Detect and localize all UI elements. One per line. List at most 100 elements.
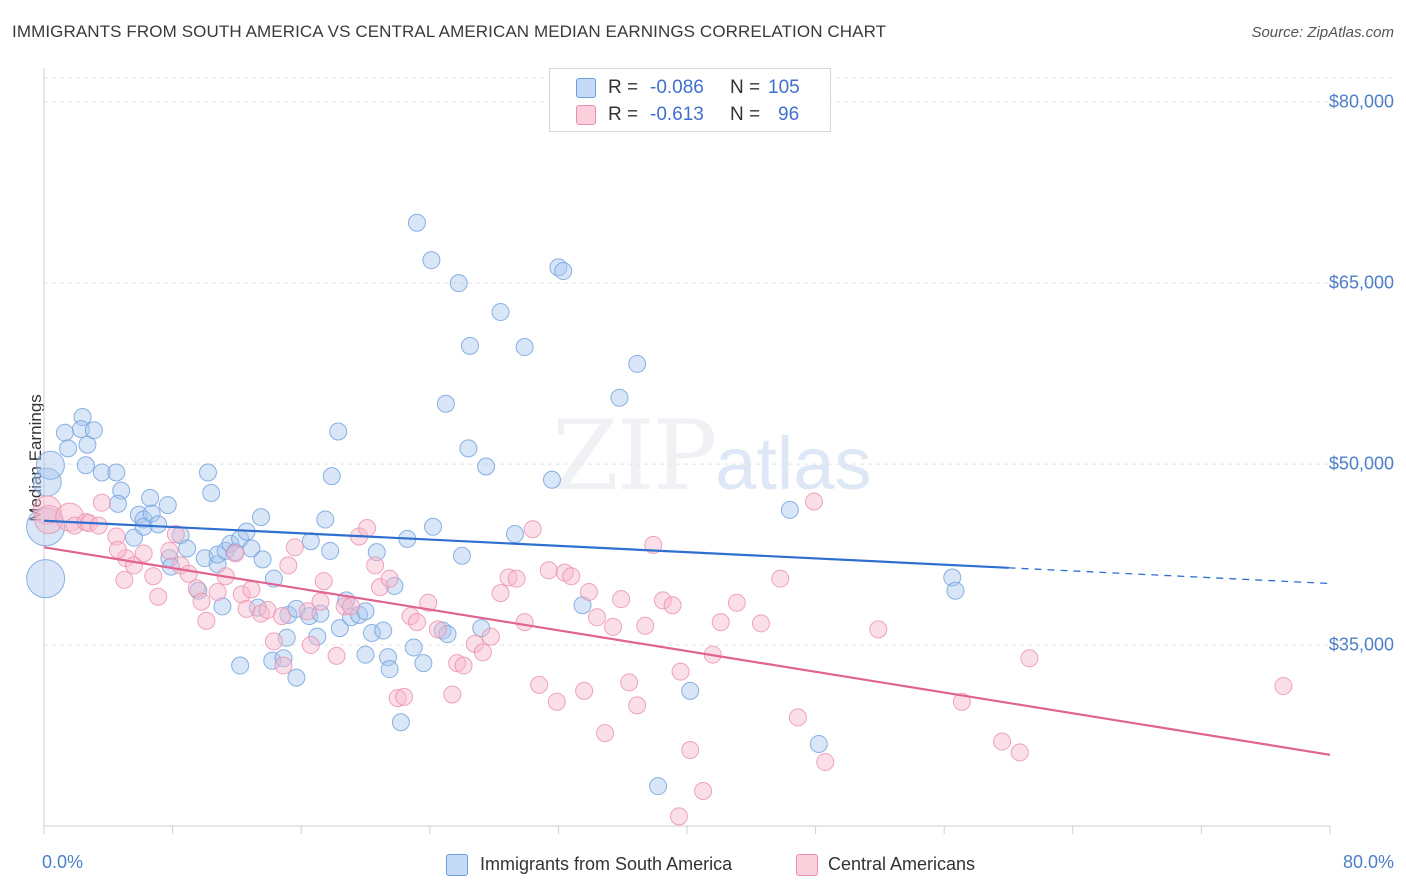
point-south-america (26, 559, 66, 599)
point-south-america (76, 456, 95, 475)
point-central-americans (443, 685, 462, 704)
point-south-america (356, 645, 375, 664)
point-central-americans (481, 627, 500, 646)
point-south-america (178, 539, 197, 558)
point-central-americans (539, 561, 558, 580)
point-central-americans (681, 740, 700, 759)
legend-n-label: N = (730, 104, 761, 125)
point-central-americans (192, 592, 211, 611)
point-south-america (380, 660, 399, 679)
point-south-america (71, 420, 90, 439)
point-central-americans (380, 569, 399, 588)
point-central-americans (301, 636, 320, 655)
legend-row-central-americans: R = -0.613 N = 96 (550, 102, 830, 128)
chart-source: Source: ZipAtlas.com (1251, 24, 1394, 41)
point-central-americans (242, 580, 261, 599)
legend-swatch-blue (446, 854, 468, 876)
point-central-americans (358, 519, 377, 538)
point-central-americans (311, 592, 330, 611)
watermark-zip: ZIP (552, 400, 717, 512)
point-south-america (55, 423, 74, 442)
legend-n-value: 105 (768, 77, 800, 98)
legend-r-label: R = (608, 104, 639, 125)
point-south-america (221, 534, 240, 553)
point-central-americans (232, 585, 251, 604)
point-central-americans (751, 614, 770, 633)
point-south-america (329, 422, 348, 441)
point-central-americans (523, 520, 542, 539)
point-central-americans (226, 544, 245, 563)
legend-label: Immigrants from South America (480, 854, 733, 874)
y-tick-label: $80,000 (1328, 91, 1394, 112)
point-central-americans (620, 673, 639, 692)
chart-title: IMMIGRANTS FROM SOUTH AMERICA VS CENTRAL… (12, 22, 887, 41)
point-south-america (649, 777, 668, 796)
point-central-americans (149, 587, 168, 606)
point-central-americans (264, 632, 283, 651)
point-central-americans (491, 584, 510, 603)
axes (43, 68, 1331, 834)
point-central-americans (579, 582, 598, 601)
point-south-america (112, 481, 131, 500)
point-south-america (330, 619, 349, 638)
point-south-america (274, 649, 293, 668)
point-central-americans (869, 620, 888, 639)
point-south-america (263, 651, 282, 670)
y-tick-label: $65,000 (1328, 272, 1394, 293)
trend-line-south-america (43, 519, 1009, 569)
point-central-americans (1020, 649, 1039, 668)
point-central-americans (314, 572, 333, 591)
point-south-america (407, 213, 426, 232)
point-south-america (356, 602, 375, 621)
point-central-americans (628, 696, 647, 715)
point-south-america (460, 336, 479, 355)
point-south-america (391, 713, 410, 732)
point-south-america (424, 517, 443, 536)
point-south-america (252, 508, 271, 527)
grid-lines (44, 77, 1394, 646)
legend-row-south-america: R = -0.086 N = 105 (550, 75, 830, 101)
point-south-america (414, 654, 433, 673)
point-south-america (158, 496, 177, 515)
point-central-americans (407, 613, 426, 632)
legend-n-label: N = (730, 77, 761, 98)
point-central-americans (804, 492, 823, 511)
point-south-america (321, 541, 340, 560)
legend-r-value: -0.613 (650, 104, 704, 125)
point-central-americans (671, 662, 690, 681)
point-south-america (542, 470, 561, 489)
point-central-americans (1010, 743, 1029, 762)
point-south-america (231, 656, 250, 675)
legend-label: Central Americans (828, 854, 976, 874)
point-central-americans (32, 495, 62, 525)
legend-swatch-pink (576, 105, 596, 125)
point-south-america (84, 421, 103, 440)
point-central-americans (279, 556, 298, 575)
point-central-americans (515, 613, 534, 632)
point-central-americans (596, 724, 615, 743)
point-central-americans (237, 599, 256, 618)
point-south-america (141, 488, 160, 507)
point-south-america (316, 510, 335, 529)
point-south-america (477, 457, 496, 476)
point-south-america (253, 550, 272, 569)
point-central-americans (34, 505, 64, 535)
point-south-america (436, 394, 455, 413)
zipatlas-watermark: ZIPatlas (552, 400, 872, 512)
point-south-america (367, 543, 386, 562)
point-south-america (491, 303, 510, 322)
point-south-america (452, 546, 471, 565)
point-central-americans (108, 540, 127, 559)
trend-lines (43, 519, 1331, 756)
point-south-america (35, 450, 65, 480)
point-south-america (422, 251, 441, 270)
trend-line-central-americans (43, 546, 1331, 756)
point-central-americans (507, 569, 526, 588)
point-south-america (129, 505, 148, 524)
x-tick-label-min: 0.0% (42, 852, 84, 872)
point-south-america (198, 463, 217, 482)
point-central-americans (562, 567, 581, 586)
point-central-americans (1274, 677, 1293, 696)
point-central-americans (771, 569, 790, 588)
